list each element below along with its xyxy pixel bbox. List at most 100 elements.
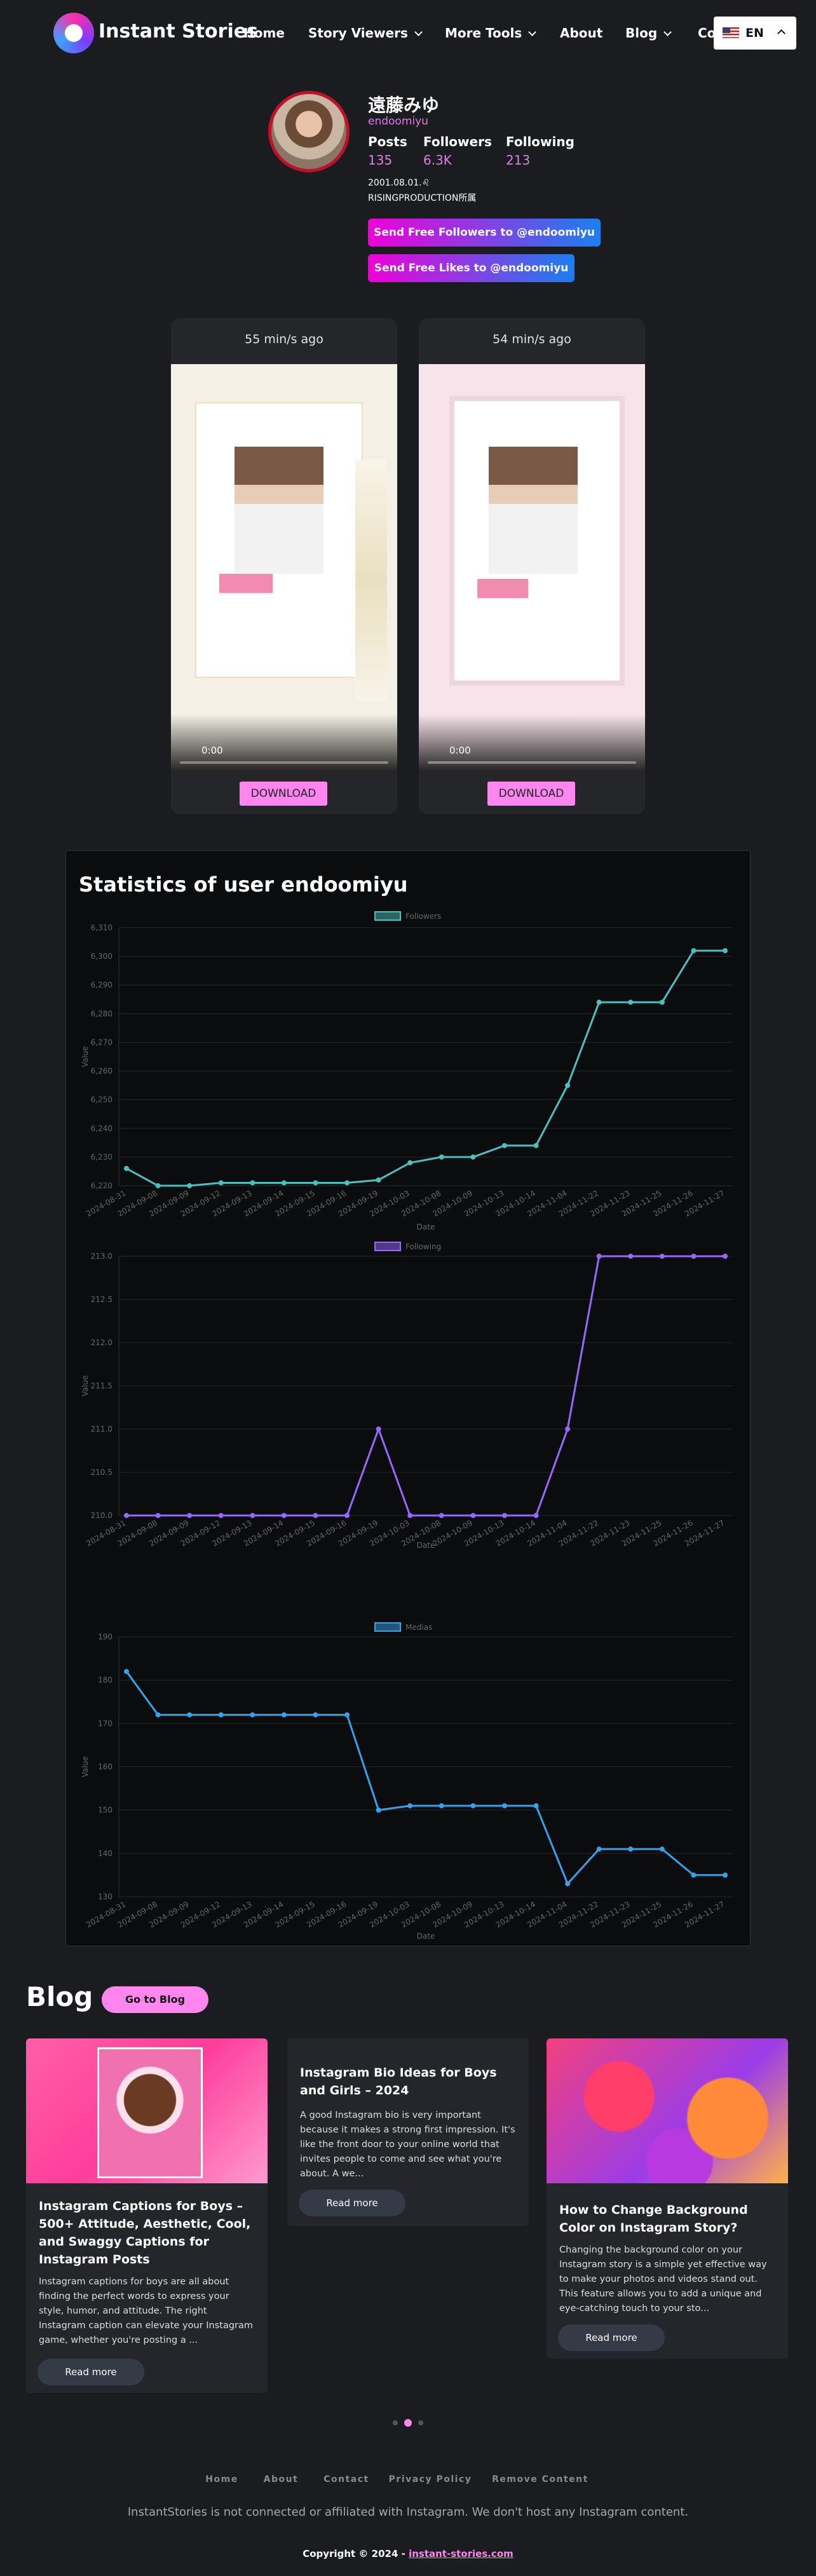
footer-link[interactable]: About <box>263 2474 299 2484</box>
pagination-dot[interactable] <box>393 2420 398 2425</box>
x-axis-label: Date <box>417 1223 435 1231</box>
read-more-button[interactable]: Read more <box>37 2359 144 2385</box>
language-label: EN <box>745 26 764 40</box>
nav-link[interactable]: Story Viewers <box>308 25 423 41</box>
y-tick-label: 6,250 <box>91 1095 112 1104</box>
data-point <box>218 1513 224 1518</box>
data-point <box>565 1427 571 1432</box>
stat-value: 135 <box>368 153 393 168</box>
nav-link[interactable]: Home <box>243 25 285 41</box>
data-point <box>250 1712 255 1718</box>
data-point <box>439 1513 444 1518</box>
series-line <box>126 949 725 1187</box>
pagination-dot[interactable] <box>418 2420 423 2425</box>
y-tick-label: 170 <box>98 1719 112 1728</box>
y-tick-label: 212.0 <box>91 1338 112 1347</box>
go-to-blog-button[interactable]: Go to Blog <box>102 1986 208 2013</box>
y-axis-label: Value <box>81 1376 90 1397</box>
read-more-button[interactable]: Read more <box>299 2190 405 2216</box>
blog-card[interactable]: Instagram Bio Ideas for Boys and Girls –… <box>287 2038 529 2226</box>
data-point <box>691 1872 697 1878</box>
data-point <box>501 1142 507 1148</box>
y-tick-label: 6,240 <box>91 1124 112 1133</box>
y-tick-label: 212.5 <box>91 1295 112 1304</box>
blog-post-excerpt: Instagram captions for boys are all abou… <box>39 2277 254 2345</box>
data-point <box>533 1513 539 1518</box>
followers-button[interactable]: Send Free Followers to @endoomiyu <box>368 219 601 247</box>
data-point <box>281 1513 287 1518</box>
data-point <box>187 1513 193 1518</box>
data-point <box>250 1180 255 1186</box>
blog-image <box>26 2038 268 2183</box>
nav-link[interactable]: About <box>560 25 603 41</box>
data-point <box>596 1847 602 1852</box>
data-point <box>124 1165 129 1171</box>
data-point <box>723 1872 728 1878</box>
y-tick-label: 210.5 <box>91 1468 112 1477</box>
blog-post-excerpt: A good Instagram bio is very important b… <box>300 2110 515 2179</box>
footer-link[interactable]: Remove Content <box>492 2474 588 2484</box>
data-point <box>659 1000 665 1005</box>
pagination-dot[interactable] <box>404 2419 412 2427</box>
stat-label: Followers <box>423 134 492 149</box>
language-button[interactable]: EN <box>714 17 796 50</box>
data-point <box>533 1142 539 1148</box>
y-axis-label: Value <box>81 1756 90 1777</box>
nav-link[interactable]: More Tools <box>445 25 537 41</box>
data-point <box>376 1177 381 1183</box>
statistics-panel: Statistics of user endoomiyu 6,220 6,230 6… <box>65 850 751 1946</box>
data-point <box>155 1183 161 1188</box>
blog-card[interactable]: Instagram Captions for Boys – 500+ Attit… <box>26 2038 268 2393</box>
data-point <box>407 1160 413 1165</box>
y-tick-label: 211.5 <box>91 1381 112 1390</box>
footer-link[interactable]: Contact <box>323 2474 369 2484</box>
domain-link[interactable]: instant-stories.com <box>409 2548 513 2559</box>
brand[interactable]: Instant Stories <box>99 20 258 43</box>
blog-post-excerpt: Changing the background color on your In… <box>559 2245 767 2314</box>
y-tick-label: 180 <box>98 1676 112 1685</box>
legend-swatch <box>374 1622 401 1632</box>
y-tick-label: 190 <box>98 1632 112 1641</box>
data-point <box>470 1154 476 1160</box>
series-line <box>125 1671 725 1886</box>
legend-label: Following <box>405 1242 441 1251</box>
data-point <box>124 1513 129 1518</box>
story-image[interactable]: 0:00 <box>171 364 397 771</box>
data-point <box>628 1000 634 1005</box>
statistics-title: Statistics of user endoomiyu <box>79 872 408 897</box>
footer-link[interactable]: Privacy Policy <box>388 2474 472 2484</box>
y-tick-label: 6,230 <box>91 1153 112 1162</box>
copyright: Copyright © 2024 - instant-stories.com <box>0 2548 816 2559</box>
data-point <box>250 1513 255 1518</box>
data-point <box>344 1180 350 1186</box>
download-button[interactable]: DOWNLOAD <box>487 782 575 806</box>
data-point <box>470 1513 476 1518</box>
data-point <box>628 1254 634 1259</box>
data-point <box>628 1847 634 1852</box>
legend-label: Followers <box>405 912 441 921</box>
read-more-button[interactable]: Read more <box>558 2324 665 2351</box>
data-point <box>470 1803 476 1808</box>
story-image[interactable]: 0:00 <box>419 364 645 771</box>
stat-value: 6.3K <box>423 153 452 168</box>
story-card: 55 min/s ago 0:00 DOWNLOAD <box>171 318 397 814</box>
y-tick-label: 160 <box>98 1763 112 1772</box>
stat-label: Posts <box>368 134 407 149</box>
blog-card[interactable]: How to Change Background Color on Instag… <box>547 2038 788 2359</box>
y-tick-label: 211.0 <box>91 1425 112 1434</box>
stat-label: Following <box>506 134 575 149</box>
data-point <box>281 1180 287 1186</box>
logo[interactable] <box>53 13 94 53</box>
data-point <box>155 1513 161 1518</box>
y-tick-label: 6,260 <box>91 1067 112 1076</box>
likes-button[interactable]: Send Free Likes to @endoomiyu <box>368 254 575 282</box>
footer-link[interactable]: Home <box>205 2474 238 2484</box>
download-button[interactable]: DOWNLOAD <box>240 782 327 806</box>
y-tick-label: 6,280 <box>91 1009 112 1018</box>
bio-line: 2001.08.01.♌ <box>368 178 430 188</box>
y-tick-label: 130 <box>98 1892 112 1901</box>
nav-link[interactable]: Blog <box>625 25 672 41</box>
blog-image <box>547 2038 788 2183</box>
y-tick-label: 140 <box>98 1849 112 1858</box>
data-point <box>407 1803 413 1808</box>
